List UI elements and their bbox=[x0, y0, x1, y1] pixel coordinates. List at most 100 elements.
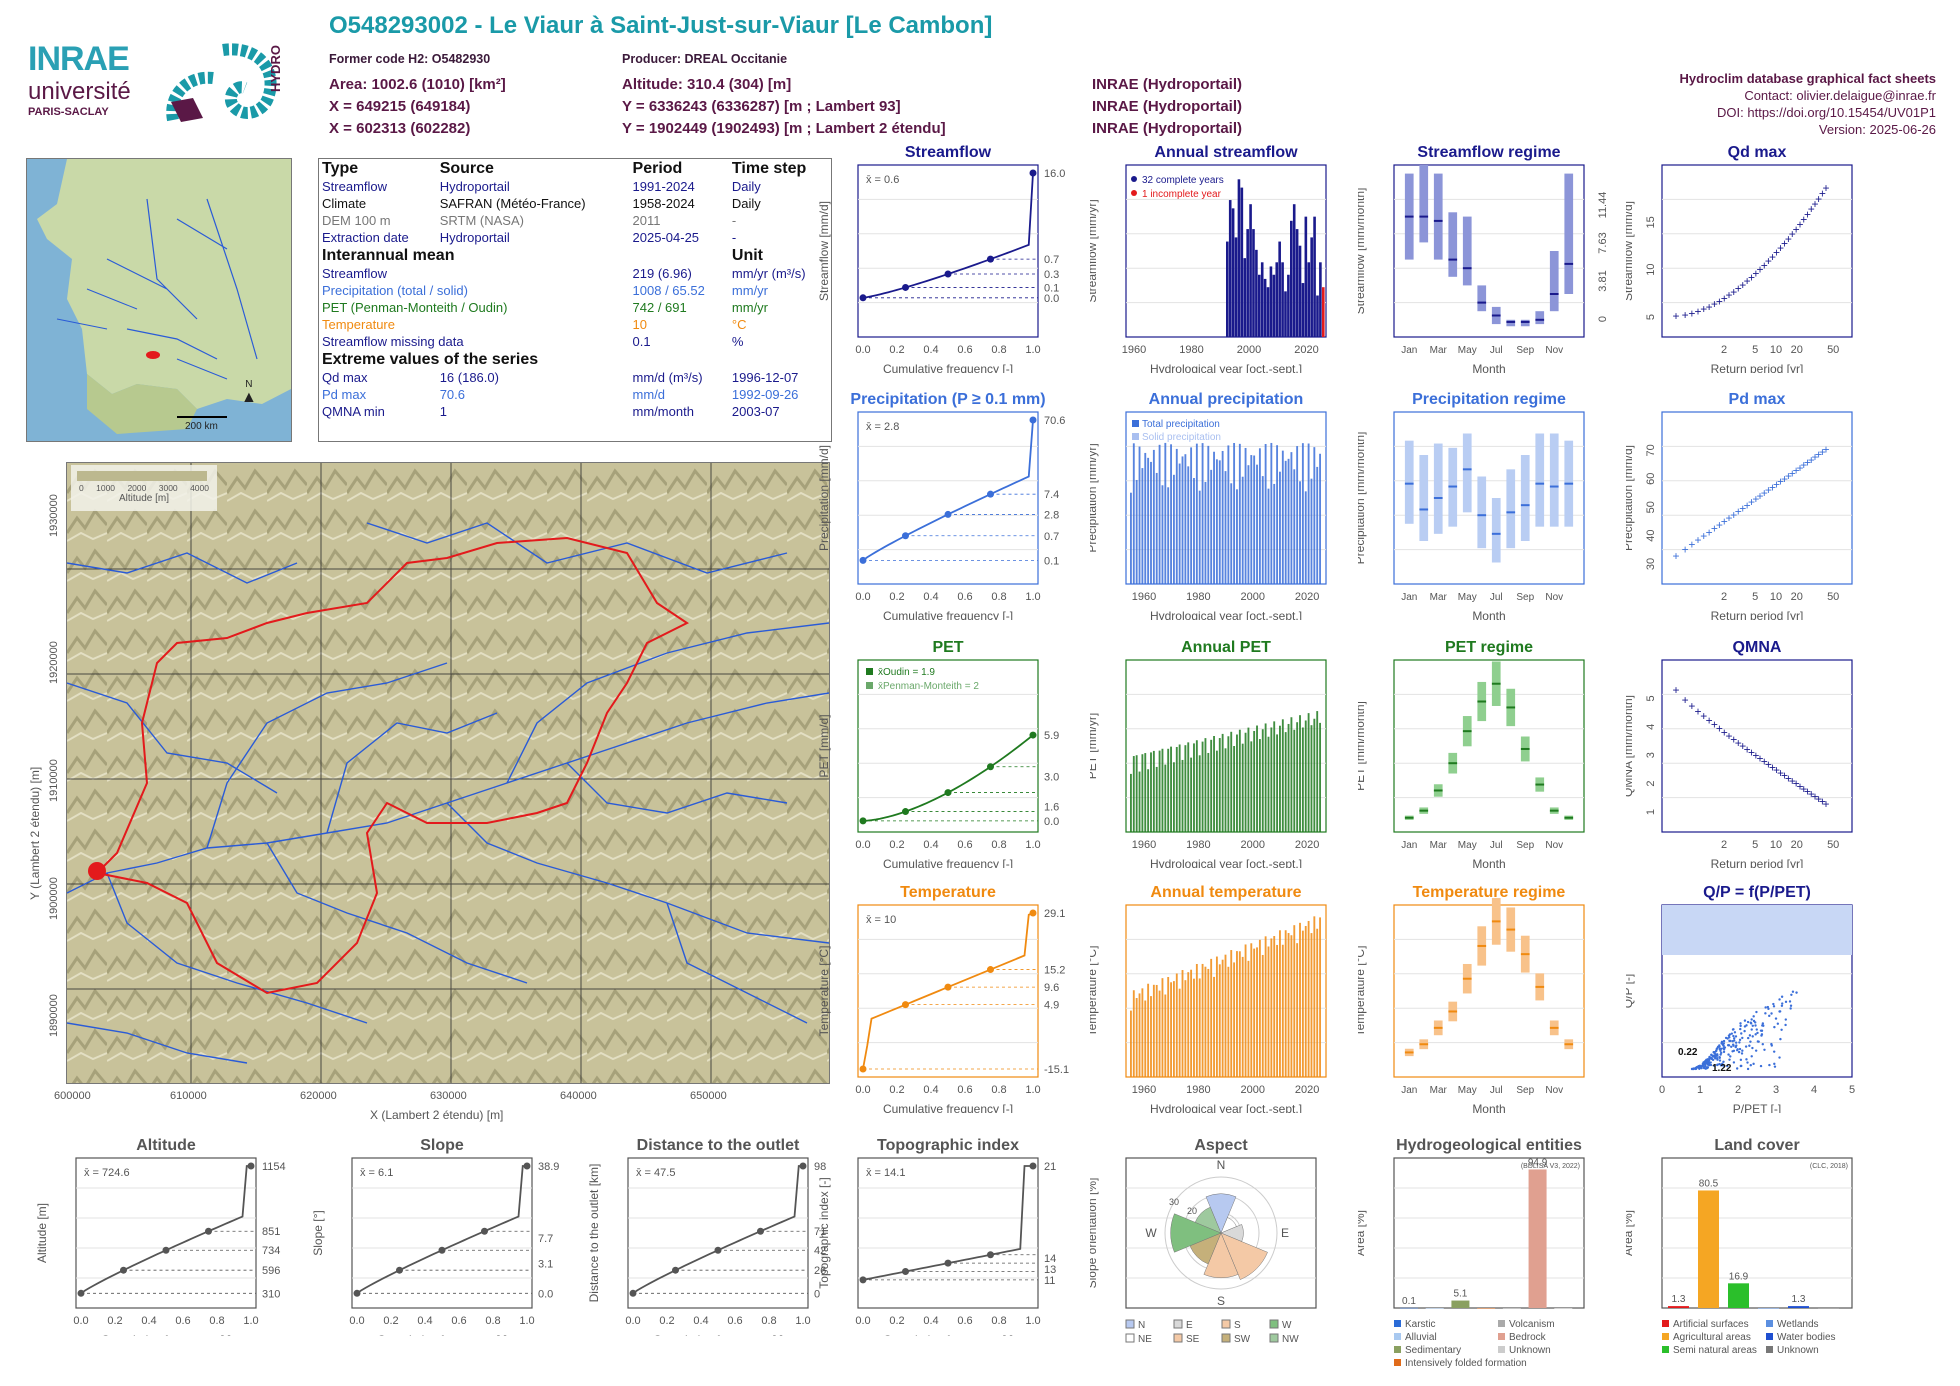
data-point: + bbox=[1721, 725, 1728, 739]
y-tick-label: 50 bbox=[1645, 501, 1657, 513]
legend-label: NE bbox=[1138, 1334, 1152, 1345]
legend-swatch bbox=[1131, 176, 1137, 182]
scatter-point bbox=[1741, 1036, 1744, 1040]
mean-value: 0.1 bbox=[632, 334, 651, 349]
right-tick-label: 0.0 bbox=[1044, 816, 1059, 828]
year-bar bbox=[1228, 200, 1232, 337]
year-bar bbox=[1175, 448, 1178, 584]
data-point: + bbox=[1688, 699, 1695, 713]
legend-label: Solid precipitation bbox=[1142, 432, 1221, 443]
x-tick-label: Sep bbox=[1516, 1085, 1534, 1096]
data-point: + bbox=[1744, 742, 1751, 756]
source-1: INRAE (Hydroportail) bbox=[1092, 76, 1242, 93]
chart-svg: Q/P = f(P/PET) P/PET [-] Q/P [-] 0 1 2 3 4 5 0.22… bbox=[1621, 884, 1855, 1116]
legend-label: Sedimentary bbox=[1405, 1345, 1461, 1356]
row-type: Streamflow bbox=[322, 179, 388, 194]
scatter-point bbox=[1718, 1059, 1722, 1062]
aspect-sector bbox=[1203, 1232, 1239, 1278]
x-tick-label: 2020 bbox=[1294, 344, 1318, 356]
info-doi[interactable]: DOI: https://doi.org/10.15454/UV01P1 bbox=[1717, 105, 1936, 120]
y-lambert93: Y = 6336243 (6336287) [m ; Lambert 93] bbox=[622, 98, 901, 115]
info-line-1: Hydroclim database graphical fact sheets bbox=[1679, 71, 1936, 86]
hydro-logo-icon bbox=[166, 43, 277, 122]
year-bar bbox=[1316, 466, 1319, 584]
year-bar bbox=[1201, 741, 1204, 832]
data-point: + bbox=[1744, 274, 1751, 288]
year-bar bbox=[1273, 721, 1276, 832]
universite-logo-text: université bbox=[28, 78, 131, 105]
y-tick-label: 3 bbox=[1645, 752, 1657, 758]
year-bar bbox=[1135, 755, 1138, 832]
source-note: (CLC, 2018) bbox=[1810, 1163, 1848, 1170]
right-tick-label: 0 bbox=[1597, 316, 1609, 322]
chart-panel: Land cover Area [%] (CLC, 2018) 1.3 80.5 16.9… bbox=[1621, 1136, 1888, 1381]
legend-swatch bbox=[1394, 1359, 1401, 1366]
year-bar bbox=[1233, 442, 1236, 584]
year-bar bbox=[1184, 454, 1187, 584]
x-tick-label: 0.8 bbox=[991, 1315, 1006, 1327]
x-tick-label: 0.2 bbox=[889, 839, 904, 851]
data-point: + bbox=[1808, 453, 1815, 467]
scatter-point bbox=[1708, 1056, 1711, 1060]
scatter-point bbox=[1754, 1033, 1757, 1036]
year-bar bbox=[1207, 752, 1210, 832]
source-note: (BDLISA V3, 2022) bbox=[1521, 1163, 1580, 1170]
data-point: + bbox=[1773, 477, 1780, 491]
scatter-point bbox=[1778, 998, 1781, 1001]
year-bar bbox=[1304, 216, 1308, 337]
scatter-point bbox=[1718, 1055, 1721, 1059]
plot-frame bbox=[857, 411, 1039, 585]
plot-frame bbox=[627, 1157, 809, 1309]
x-tick-label: 0.0 bbox=[855, 591, 870, 603]
x-tick-label: 0.4 bbox=[923, 839, 938, 851]
data-point: + bbox=[1672, 309, 1679, 323]
regime-box bbox=[1549, 251, 1559, 312]
year-bar bbox=[1301, 930, 1304, 1077]
data-point: + bbox=[1700, 302, 1707, 316]
chart-svg: Streamflow regime Month Streamflow [mm/mon… bbox=[1353, 144, 1609, 376]
data-point: + bbox=[1773, 763, 1780, 777]
year-bar bbox=[1198, 490, 1201, 584]
bar-value-label: 94.9 bbox=[1528, 1157, 1548, 1168]
year-bar bbox=[1307, 920, 1310, 1077]
legend-label: Water bodies bbox=[1777, 1332, 1836, 1343]
outlet-marker bbox=[88, 862, 106, 880]
data-point: + bbox=[1682, 693, 1689, 707]
mean-unit: mm/yr bbox=[731, 283, 769, 298]
year-bar bbox=[1316, 711, 1319, 832]
map-xtick: 620000 bbox=[300, 1090, 337, 1102]
year-bar bbox=[1299, 715, 1301, 832]
right-tick-label: 15.2 bbox=[1044, 965, 1065, 977]
year-bar bbox=[1230, 950, 1233, 1077]
year-bar bbox=[1155, 472, 1158, 584]
x-tick-label: 0.4 bbox=[923, 1315, 938, 1327]
scatter-point bbox=[1754, 1024, 1757, 1027]
data-point: + bbox=[1819, 186, 1826, 200]
data-point: + bbox=[1700, 709, 1707, 723]
year-bar bbox=[1213, 976, 1215, 1077]
aspect-sector bbox=[1220, 1232, 1268, 1280]
mean-value: 10 bbox=[632, 317, 647, 332]
year-bar bbox=[1260, 262, 1264, 337]
info-contact[interactable]: Contact: olivier.delaigue@inrae.fr bbox=[1744, 88, 1936, 103]
plot-frame bbox=[1393, 1157, 1585, 1309]
year-bar bbox=[1172, 981, 1175, 1077]
scatter-point bbox=[1767, 1007, 1770, 1011]
scatter-point bbox=[1761, 1024, 1764, 1027]
plot-frame bbox=[1393, 904, 1585, 1078]
scatter-point bbox=[1759, 1064, 1763, 1068]
regime-box bbox=[1535, 433, 1545, 527]
data-point: + bbox=[1773, 246, 1780, 260]
chart-title: Hydrogeological entities bbox=[1396, 1137, 1582, 1154]
scatter-point bbox=[1751, 1024, 1754, 1027]
legend-label: Unknown bbox=[1777, 1345, 1819, 1356]
legend-swatch bbox=[1269, 1319, 1279, 1329]
data-point: + bbox=[1777, 241, 1784, 255]
x-tick-label: 0.2 bbox=[889, 1084, 904, 1096]
fact-sheet-info: Hydroclim database graphical fact sheets… bbox=[1680, 70, 1936, 138]
chart-panel: Temperature regime Month Temperature [°C] J… bbox=[1353, 883, 1620, 1118]
data-point: + bbox=[1793, 464, 1800, 478]
paris-saclay-text: PARIS-SACLAY bbox=[28, 106, 109, 118]
scatter-point bbox=[1706, 1060, 1709, 1064]
scatter-point bbox=[1789, 1004, 1793, 1007]
